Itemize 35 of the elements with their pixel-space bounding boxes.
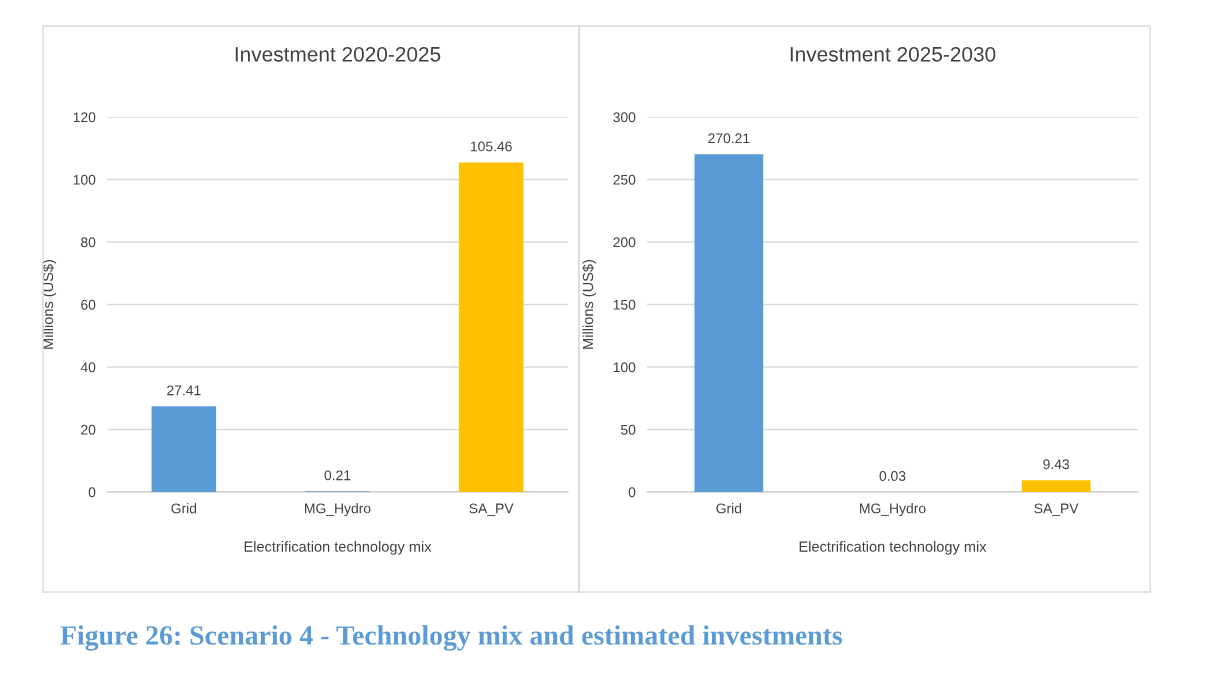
data-label: 0.03 <box>879 471 906 481</box>
y-tick-label: 20 <box>81 424 96 435</box>
y-tick-label: 0 <box>628 487 636 498</box>
data-label: 27.41 <box>167 385 201 396</box>
y-tick-label: 150 <box>613 299 636 310</box>
y-tick-label: 120 <box>73 112 96 123</box>
y-tick-label: 60 <box>81 299 96 310</box>
caption: Figure 26: Scenario 4 - Technology mix and estimated investments <box>60 625 843 651</box>
x-tick-label: Grid <box>171 503 197 514</box>
bar <box>151 406 217 492</box>
chart-title: Investment 2025-2030 <box>790 46 996 62</box>
y-tick-label: 50 <box>621 424 636 435</box>
x-tick-label: Grid <box>716 503 742 514</box>
x-axis-title: Electrification technology mix <box>244 541 432 555</box>
y-tick-label: 250 <box>613 174 636 185</box>
y-tick-label: 100 <box>613 362 636 373</box>
x-tick-label: MG_Hydro <box>305 503 371 517</box>
data-label: 105.46 <box>470 141 512 152</box>
y-tick-label: 300 <box>613 112 636 123</box>
y-tick-label: 40 <box>80 362 96 373</box>
bar <box>458 162 524 492</box>
y-tick-label: 100 <box>73 174 96 185</box>
data-label: 9.43 <box>1043 459 1070 470</box>
data-label: 270.21 <box>708 133 750 144</box>
x-axis-title: Electrification technology mix <box>799 541 987 555</box>
y-tick-label: 200 <box>613 237 636 248</box>
x-tick-label: MG_Hydro <box>860 503 926 517</box>
data-label: 0.21 <box>324 470 351 481</box>
y-axis-title: Millions (US$) <box>42 260 57 349</box>
y-tick-label: 0 <box>88 487 96 498</box>
y-axis-title: Millions (US$) <box>582 260 597 349</box>
x-tick-label: SA_PV <box>469 503 514 516</box>
y-tick-label: 80 <box>81 237 96 248</box>
chart-title: Investment 2020-2025 <box>235 46 441 62</box>
x-tick-label: SA_PV <box>1034 503 1079 516</box>
